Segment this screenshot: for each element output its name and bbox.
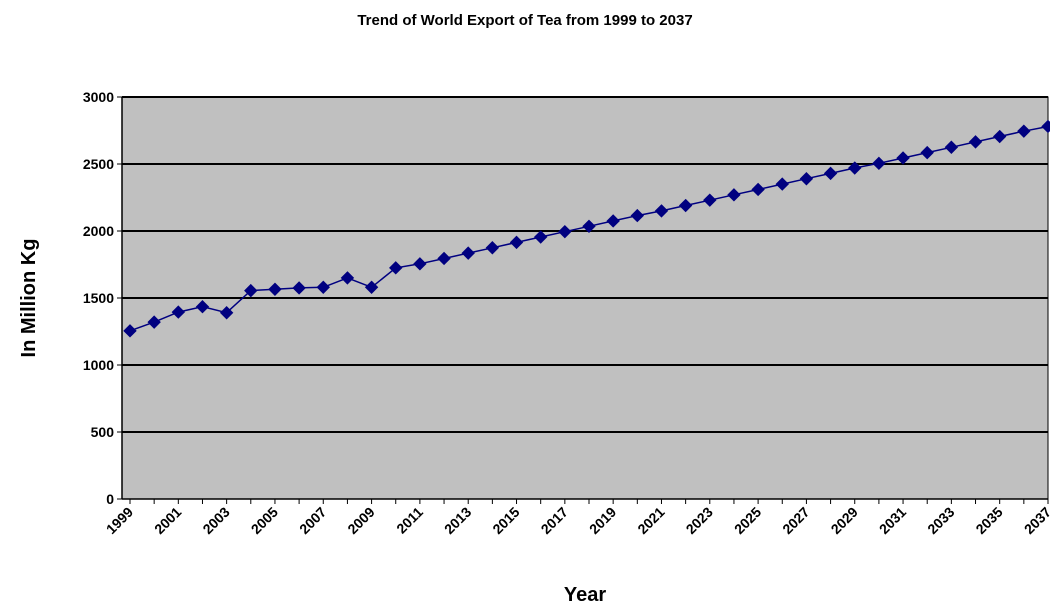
- data-point: [703, 193, 717, 207]
- x-axis-ticks: 1999 2001 2003 2005 2007 2009 2011 2013 2015 2017…: [103, 499, 1050, 537]
- data-point: [268, 282, 282, 296]
- x-tick-label: 2029: [828, 504, 861, 537]
- data-point: [219, 306, 234, 320]
- data-point: [244, 283, 258, 298]
- y-tick-label: 2000: [83, 223, 114, 239]
- x-tick-label: 2007: [296, 504, 329, 537]
- data-point: [775, 177, 789, 191]
- data-point: [678, 198, 693, 213]
- data-point: [292, 281, 306, 295]
- data-point: [630, 208, 645, 223]
- data-point: [389, 261, 403, 275]
- data-point: [364, 280, 379, 294]
- data-point: [123, 324, 137, 338]
- x-tick-label: 2025: [731, 504, 764, 537]
- data-point: [751, 182, 765, 197]
- x-tick-label: 2019: [586, 504, 619, 537]
- x-tick-label: 2037: [1021, 504, 1050, 537]
- x-tick-label: 2027: [779, 504, 812, 537]
- data-point: [582, 219, 596, 234]
- y-tick-label: 1500: [83, 290, 114, 306]
- x-tick-label: 2017: [538, 504, 571, 537]
- data-point: [437, 251, 451, 266]
- data-point: [147, 315, 161, 329]
- y-axis-title: In Million Kg: [18, 239, 40, 358]
- data-point: [727, 188, 741, 202]
- x-tick-label: 2015: [489, 504, 522, 537]
- y-tick-label: 1000: [83, 357, 114, 373]
- x-tick-label: 2033: [924, 504, 957, 537]
- x-tick-label: 2003: [199, 504, 232, 537]
- data-point: [992, 129, 1007, 144]
- x-tick-label: 2031: [876, 504, 909, 537]
- data-point: [920, 145, 934, 160]
- data-point: [316, 280, 330, 294]
- data-point: [1041, 119, 1050, 134]
- data-point: [872, 156, 886, 171]
- x-tick-label: 2009: [344, 504, 377, 537]
- y-tick-label: 3000: [83, 89, 114, 105]
- data-point: [799, 172, 814, 186]
- x-tick-label: 2021: [634, 504, 667, 537]
- x-tick-label: 2023: [683, 504, 716, 537]
- data-point: [654, 204, 669, 218]
- data-point: [195, 300, 210, 314]
- y-tick-label: 0: [106, 491, 114, 507]
- data-point: [1017, 124, 1031, 138]
- data-markers: [123, 119, 1050, 338]
- x-tick-label: 2035: [972, 504, 1005, 537]
- data-point: [509, 235, 524, 250]
- chart-title: Trend of World Export of Tea from 1999 t…: [357, 12, 693, 29]
- x-axis-title: Year: [564, 584, 606, 606]
- x-tick-label: 2013: [441, 504, 474, 537]
- y-tick-label: 2500: [83, 156, 114, 172]
- data-point: [413, 257, 427, 271]
- data-point: [558, 224, 572, 239]
- grid-lines: [122, 96, 1048, 433]
- y-tick-label: 500: [91, 424, 115, 440]
- data-point: [823, 166, 838, 181]
- data-point: [944, 140, 959, 154]
- data-point: [340, 271, 355, 285]
- x-tick-label: 2001: [151, 504, 184, 537]
- x-tick-label: 2005: [248, 504, 281, 537]
- x-tick-label: 2011: [393, 504, 426, 537]
- data-point: [896, 151, 910, 165]
- data-point: [171, 305, 186, 319]
- data-point: [533, 230, 548, 244]
- data-point: [606, 214, 620, 228]
- data-point: [461, 246, 475, 260]
- x-tick-label: 1999: [103, 504, 136, 537]
- data-point: [968, 135, 983, 149]
- data-point: [848, 161, 862, 175]
- data-point: [485, 241, 500, 255]
- y-axis-ticks: 0 500 1000 1500 2000 2500 3000: [83, 89, 122, 507]
